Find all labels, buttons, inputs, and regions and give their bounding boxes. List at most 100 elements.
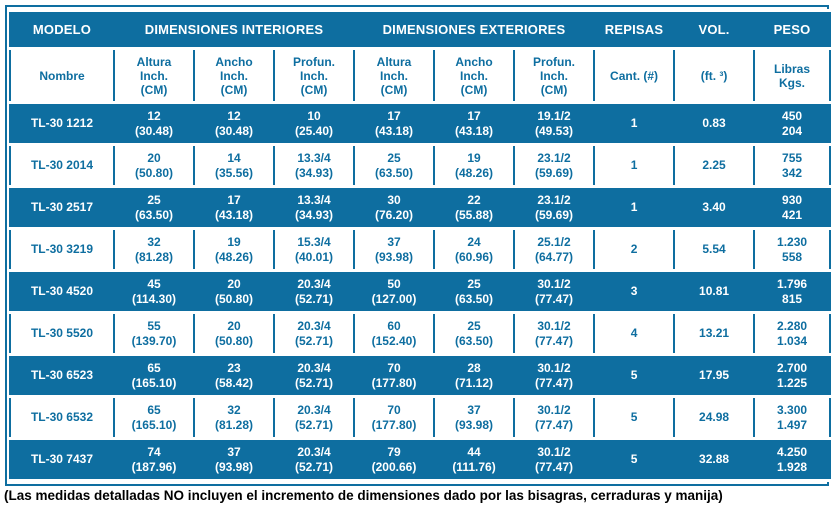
- column-header: Cant. (#): [593, 47, 676, 104]
- cell-line: 44: [467, 444, 481, 459]
- cell-repisas: 2: [593, 227, 676, 272]
- cell-line: 22: [467, 192, 481, 207]
- cell-line: (187.96): [131, 459, 177, 474]
- cell-line: (25.40): [294, 123, 334, 138]
- cell-line: Inch.: [459, 68, 488, 83]
- cell-line: (48.26): [214, 249, 254, 264]
- spec-table-frame: MODELO DIMENSIONES INTERIORES DIMENSIONES …: [5, 5, 832, 486]
- cell-line: 30.1/2: [537, 318, 571, 333]
- table-header: MODELO DIMENSIONES INTERIORES DIMENSIONES …: [9, 9, 832, 104]
- cell-ext-altura: 79 (200.66): [353, 437, 435, 482]
- cell-model: TL-30 7437: [9, 437, 115, 482]
- cell-line: 37: [467, 402, 481, 417]
- cell-line: TL-30 6523: [30, 368, 94, 382]
- cell-line: (49.53): [535, 123, 574, 138]
- cell-ext-profun: 25.1/2 (64.77): [512, 227, 596, 272]
- cell-int-altura: 65 (165.10): [113, 353, 195, 398]
- cell-line: TL-30 5520: [30, 326, 94, 340]
- column-header: Ancho Inch. (CM): [193, 47, 275, 104]
- cell-line: Inch.: [219, 68, 248, 83]
- cell-line: 19: [467, 150, 481, 165]
- cell-line: 3.40: [702, 200, 726, 214]
- cell-line: 1.928: [777, 459, 808, 474]
- cell-line: 25: [467, 276, 481, 291]
- cell-int-ancho: 23 (58.42): [193, 353, 275, 398]
- cell-line: 28: [467, 360, 481, 375]
- cell-ext-profun: 23.1/2 (59.69): [512, 143, 596, 188]
- cell-line: 55: [147, 318, 161, 333]
- cell-line: (77.47): [535, 417, 574, 432]
- cell-line: TL-30 2517: [30, 200, 94, 214]
- cell-ext-altura: 70 (177.80): [353, 395, 435, 440]
- cell-line: 19: [227, 234, 241, 249]
- cell-line: (63.50): [134, 207, 174, 222]
- cell-line: 20: [147, 150, 161, 165]
- cell-int-ancho: 14 (35.56): [193, 143, 275, 188]
- cell-vol: 24.98: [673, 395, 756, 440]
- cell-ext-ancho: 22 (55.88): [433, 185, 515, 230]
- cell-line: 5: [630, 452, 638, 466]
- cell-peso: 930 421: [753, 185, 832, 230]
- cell-ext-altura: 60 (152.40): [353, 311, 435, 356]
- cell-peso: 450 204: [753, 101, 832, 146]
- cell-line: (58.42): [214, 375, 254, 390]
- cell-line: 30: [387, 192, 401, 207]
- cell-line: 37: [387, 234, 401, 249]
- cell-line: 32: [147, 234, 161, 249]
- cell-line: 30.1/2: [537, 402, 571, 417]
- cell-line: 20.3/4: [297, 402, 331, 417]
- cell-line: (40.01): [294, 249, 334, 264]
- cell-line: (50.80): [134, 165, 174, 180]
- column-header: Profun. Inch. (CM): [512, 47, 596, 104]
- cell-line: 24.98: [699, 410, 730, 424]
- cell-int-altura: 74 (187.96): [113, 437, 195, 482]
- cell-int-profun: 20.3/4 (52.71): [273, 395, 355, 440]
- cell-line: (77.47): [535, 459, 574, 474]
- cell-line: 3.300: [777, 402, 808, 417]
- cell-line: 5.54: [702, 242, 726, 256]
- cell-repisas: 5: [593, 437, 676, 482]
- cell-line: Altura: [136, 54, 172, 69]
- cell-repisas: 1: [593, 101, 676, 146]
- cell-vol: 5.54: [673, 227, 756, 272]
- cell-line: 1: [630, 158, 638, 172]
- cell-vol: 32.88: [673, 437, 756, 482]
- cell-repisas: 4: [593, 311, 676, 356]
- cell-int-profun: 20.3/4 (52.71): [273, 269, 355, 314]
- cell-line: 1.497: [777, 417, 808, 432]
- cell-line: (81.28): [134, 249, 174, 264]
- cell-line: (CM): [540, 82, 568, 97]
- cell-ext-altura: 70 (177.80): [353, 353, 435, 398]
- cell-model: TL-30 2517: [9, 185, 115, 230]
- cell-repisas: 1: [593, 185, 676, 230]
- cell-line: TL-30 2014: [30, 158, 94, 172]
- cell-line: (CM): [380, 82, 408, 97]
- cell-line: 30.1/2: [537, 276, 571, 291]
- cell-model: TL-30 2014: [9, 143, 115, 188]
- cell-vol: 0.83: [673, 101, 756, 146]
- cell-peso: 4.250 1.928: [753, 437, 832, 482]
- cell-line: 23.1/2: [537, 192, 571, 207]
- cell-line: 45: [147, 276, 161, 291]
- cell-int-ancho: 19 (48.26): [193, 227, 275, 272]
- cell-line: (43.18): [374, 123, 414, 138]
- cell-line: (CM): [460, 82, 488, 97]
- column-header: Altura Inch. (CM): [113, 47, 195, 104]
- cell-line: (60.96): [454, 249, 494, 264]
- cell-line: (111.76): [452, 459, 496, 474]
- cell-vol: 17.95: [673, 353, 756, 398]
- cell-line: (52.71): [294, 333, 334, 348]
- column-header: Altura Inch. (CM): [353, 47, 435, 104]
- column-group: DIMENSIONES INTERIORES: [113, 9, 355, 50]
- cell-line: 17: [467, 108, 481, 123]
- cell-line: 37: [227, 444, 241, 459]
- cell-ext-altura: 50 (127.00): [353, 269, 435, 314]
- cell-line: 60: [387, 318, 401, 333]
- column-header: Profun. Inch. (CM): [273, 47, 355, 104]
- cell-peso: 1.796 815: [753, 269, 832, 314]
- cell-repisas: 3: [593, 269, 676, 314]
- cell-line: 815: [782, 291, 803, 306]
- cell-ext-profun: 30.1/2 (77.47): [512, 311, 596, 356]
- cell-line: (93.98): [374, 249, 414, 264]
- cell-line: (93.98): [214, 459, 254, 474]
